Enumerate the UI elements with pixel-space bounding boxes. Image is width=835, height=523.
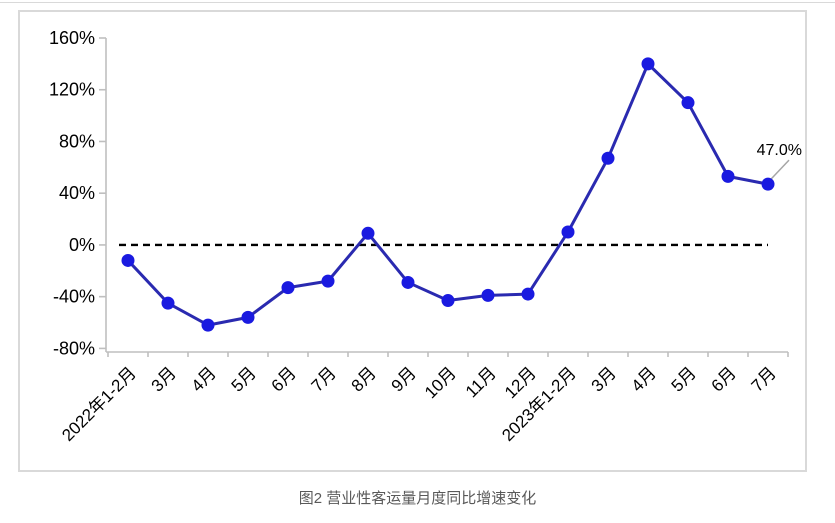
y-tick-label: 160% [49,28,95,48]
x-tick-label: 11月 [462,363,500,401]
x-tick-label: 6月 [268,363,300,395]
x-tick-label: 2022年1-2月 [58,363,140,445]
y-tick-label: -80% [53,338,95,358]
x-tick-label: 7月 [308,363,340,395]
data-point [241,310,255,324]
x-tick-label: 7月 [748,363,780,395]
chart-caption: 图2 营业性客运量月度同比增速变化 [298,490,537,507]
data-point [481,288,495,302]
y-tick-label: 120% [49,80,95,100]
data-point [161,296,175,310]
leader-line [770,159,790,180]
x-tick-label: 3月 [588,363,620,395]
data-point [401,275,415,289]
chart-container [18,10,807,472]
x-tick-label: 10月 [421,363,460,402]
x-tick-label: 6月 [708,363,740,395]
point-data-label: 47.0% [757,142,802,159]
data-point [561,225,575,239]
x-tick-label: 5月 [668,363,700,395]
data-point [641,57,655,71]
data-point [521,287,535,301]
data-point [321,274,335,288]
data-point [761,177,775,191]
x-tick-label: 9月 [388,363,420,395]
x-tick-label: 3月 [148,363,180,395]
x-tick-label: 5月 [228,363,260,395]
data-point [721,169,735,183]
y-tick-label: 0% [69,235,95,255]
y-tick-label: -40% [53,287,95,307]
data-point [201,318,215,332]
series-line [126,62,770,327]
x-tick-label: 4月 [188,363,220,395]
data-point [121,253,135,267]
data-point [601,151,615,165]
data-point [361,226,375,240]
data-point [281,281,295,295]
x-tick-label: 8月 [348,363,380,395]
y-tick-label: 40% [59,183,95,203]
x-tick-label: 2023年1-2月 [498,363,580,445]
data-point [441,294,455,308]
data-point [681,96,695,110]
top-divider [0,2,835,3]
y-tick-label: 80% [59,131,95,151]
x-tick-label: 4月 [628,363,660,395]
